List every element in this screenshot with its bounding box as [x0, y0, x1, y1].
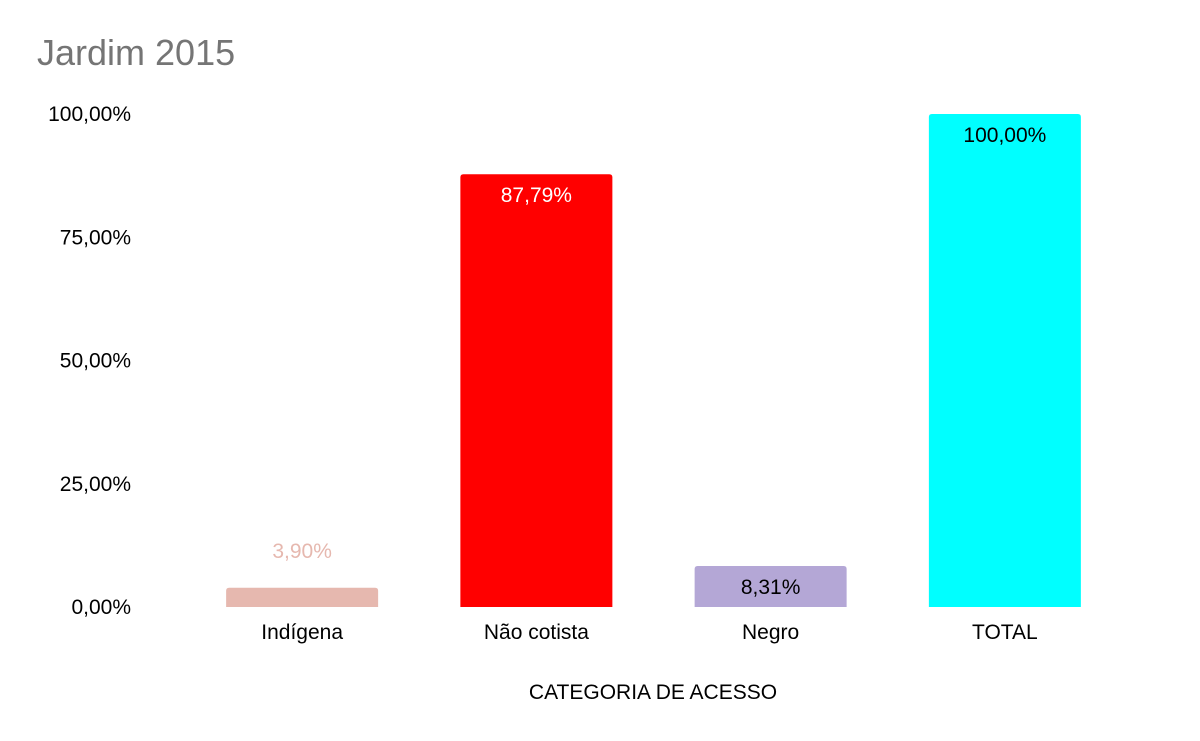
bar-negro	[694, 566, 847, 607]
x-tick-label: TOTAL	[972, 621, 1038, 644]
x-axis-title: CATEGORIA DE ACESSO	[529, 681, 777, 704]
y-tick-label: 50,00%	[60, 350, 131, 373]
x-tick-label: Negro	[742, 621, 799, 644]
bar-data-label: 87,79%	[501, 184, 572, 207]
bars: 3,90% 87,79% 8,31% 100,00%	[226, 114, 1081, 607]
x-tick-label: Indígena	[261, 621, 343, 644]
x-tick-label: Não cotista	[484, 621, 589, 644]
bar-data-label: 3,90%	[272, 540, 332, 563]
x-axis: Indígena Não cotista Negro TOTAL	[261, 621, 1038, 644]
chart-title: Jardim 2015	[37, 32, 236, 73]
bar-data-label: 8,31%	[741, 576, 801, 599]
bar-data-label: 100,00%	[963, 124, 1046, 147]
bar-indígena	[226, 587, 379, 607]
y-tick-label: 100,00%	[48, 103, 131, 126]
bar-total	[928, 114, 1081, 607]
y-axis: 0,00% 25,00% 50,00% 75,00% 100,00%	[48, 103, 131, 619]
y-tick-label: 0,00%	[71, 596, 131, 619]
y-tick-label: 75,00%	[60, 226, 131, 249]
y-tick-label: 25,00%	[60, 473, 131, 496]
bar-não-cotista	[460, 174, 613, 607]
